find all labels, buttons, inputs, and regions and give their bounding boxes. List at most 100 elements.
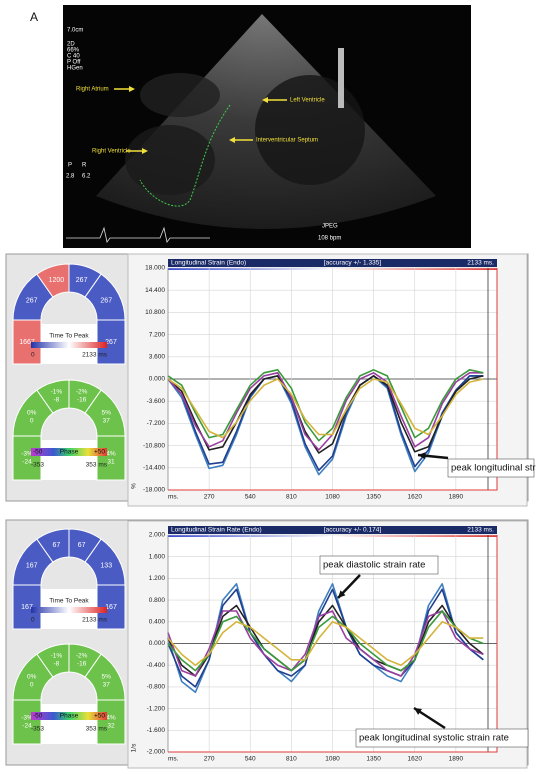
y-tick-label: -7.200	[147, 420, 166, 427]
segment-label: 0	[30, 681, 34, 688]
segment-label: -24	[22, 723, 32, 730]
series-line	[167, 375, 484, 454]
chart-subtitle: [accuracy +/- 1.335]	[324, 260, 381, 267]
segment-label: 37	[103, 417, 111, 424]
segment-label: 4%	[106, 715, 116, 722]
x-tick-label: ms.	[168, 494, 179, 501]
y-tick-label: -0.800	[147, 684, 166, 691]
colorbar-panel	[41, 704, 97, 744]
x-tick-label: 540	[245, 756, 256, 763]
segment-label: 133	[100, 562, 112, 569]
segment-label: 67	[52, 542, 60, 549]
range-max: 353 ms	[86, 462, 108, 469]
line-chart: Longitudinal Strain (Endo) [accuracy +/- …	[127, 253, 536, 507]
y-tick-label: 0.800	[149, 597, 166, 604]
segment-label: 0%	[27, 673, 37, 680]
time-label: 2133 ms.	[467, 260, 494, 267]
format: JPEG	[322, 224, 338, 230]
arrowhead	[338, 590, 346, 598]
probe-label: 6.2	[82, 174, 91, 180]
x-tick-label: 1620	[408, 756, 423, 763]
x-tick-label: 810	[286, 494, 297, 501]
series-line	[167, 610, 484, 677]
colorbar-title: Phase	[60, 713, 79, 720]
x-tick-label: 270	[204, 494, 215, 501]
colorbar	[31, 607, 107, 613]
segment-label: 0%	[27, 409, 37, 416]
colorbar-right: +50	[94, 449, 105, 456]
series-line	[167, 610, 484, 672]
arrowhead	[142, 148, 148, 154]
atrium-cavity	[140, 73, 220, 117]
segment-label: 31	[107, 459, 115, 466]
segment-label: -3%	[21, 715, 33, 722]
segment-label: 4%	[106, 451, 116, 458]
y-tick-label: 10.800	[145, 309, 165, 316]
arrowhead	[129, 86, 135, 92]
probe-label: R	[82, 163, 87, 169]
segment-label: 267	[76, 277, 88, 284]
y-tick-label: 0.400	[149, 619, 166, 626]
x-tick-label: 810	[286, 756, 297, 763]
colorbar-panel	[41, 440, 97, 480]
colorbar-max: 2133 ms	[82, 617, 108, 624]
contour	[139, 104, 231, 207]
annotation: Left Ventricle	[290, 98, 325, 104]
segment-label: -3%	[21, 451, 33, 458]
segment-label: 167	[21, 604, 33, 611]
y-tick-label: -1.200	[147, 705, 166, 712]
y-tick-label: -2.000	[147, 749, 166, 756]
setting: HGen	[67, 66, 83, 72]
setting: P Off	[67, 60, 81, 66]
annotation-box	[355, 728, 529, 748]
x-tick-label: 1080	[325, 756, 340, 763]
annotation: peak longitudinal systolic strain rate	[359, 733, 509, 744]
segment-label: 37	[103, 681, 111, 688]
x-tick-label: 1620	[408, 494, 423, 501]
segment-label: 67	[78, 542, 86, 549]
x-tick-label: 1350	[366, 494, 381, 501]
segment-label: -16	[77, 397, 87, 404]
segment-label: 1200	[49, 277, 65, 284]
probe-label: P	[68, 163, 72, 169]
segment-label: -24	[22, 459, 32, 466]
ecg-trace	[66, 226, 210, 243]
plot-border	[168, 268, 498, 491]
y-tick-label: -18.000	[143, 487, 165, 494]
gray-scale-bar	[338, 48, 344, 108]
arrowhead	[414, 708, 422, 715]
segment-label: 5%	[102, 409, 112, 416]
colorbar-max: 2133 ms	[82, 352, 108, 359]
x-tick-label: 270	[204, 756, 215, 763]
annotation: Right Atrium	[76, 87, 109, 93]
colorbar-title: Phase	[60, 449, 79, 456]
y-tick-label: 1.200	[149, 575, 166, 582]
chart-title: Longitudinal Strain Rate (Endo)	[171, 527, 262, 534]
annotation: Right Ventricle	[92, 149, 131, 155]
ventricle-cavity	[125, 125, 215, 195]
colorbar-right: +50	[94, 713, 105, 720]
colorbar-title: Time To Peak	[49, 333, 89, 340]
chart-title: Longitudinal Strain (Endo)	[171, 260, 246, 267]
range-min: -353	[31, 726, 44, 733]
segment-label: 167	[105, 604, 117, 611]
segment-label: -1%	[51, 653, 63, 660]
x-tick-label: 1890	[449, 494, 464, 501]
y-unit: 1/s	[131, 743, 138, 752]
colorbar	[31, 712, 107, 720]
x-tick-label: 1350	[366, 756, 381, 763]
y-tick-label: 0.000	[149, 376, 166, 383]
ultrasound-image: 7.0cm 2D 66% C 40 P Off HGen P R 2.8 6.2…	[63, 5, 471, 248]
segment-label: -2%	[76, 653, 88, 660]
y-tick-label: -14.400	[143, 465, 165, 472]
annotation-box	[447, 458, 535, 478]
title-bar	[168, 259, 497, 267]
charts: 1667 267 1200 267 267 267 Time To Peak 0 2133 ms…	[12, 253, 536, 769]
ventricle-cavity	[255, 75, 365, 185]
colorbar-min: 0	[31, 352, 35, 359]
segment-label: -8	[53, 661, 59, 668]
y-tick-label: 2.000	[149, 532, 166, 539]
segment-label: 267	[100, 297, 112, 304]
arrowhead	[229, 137, 235, 143]
colorbar-title: Time To Peak	[49, 598, 89, 605]
